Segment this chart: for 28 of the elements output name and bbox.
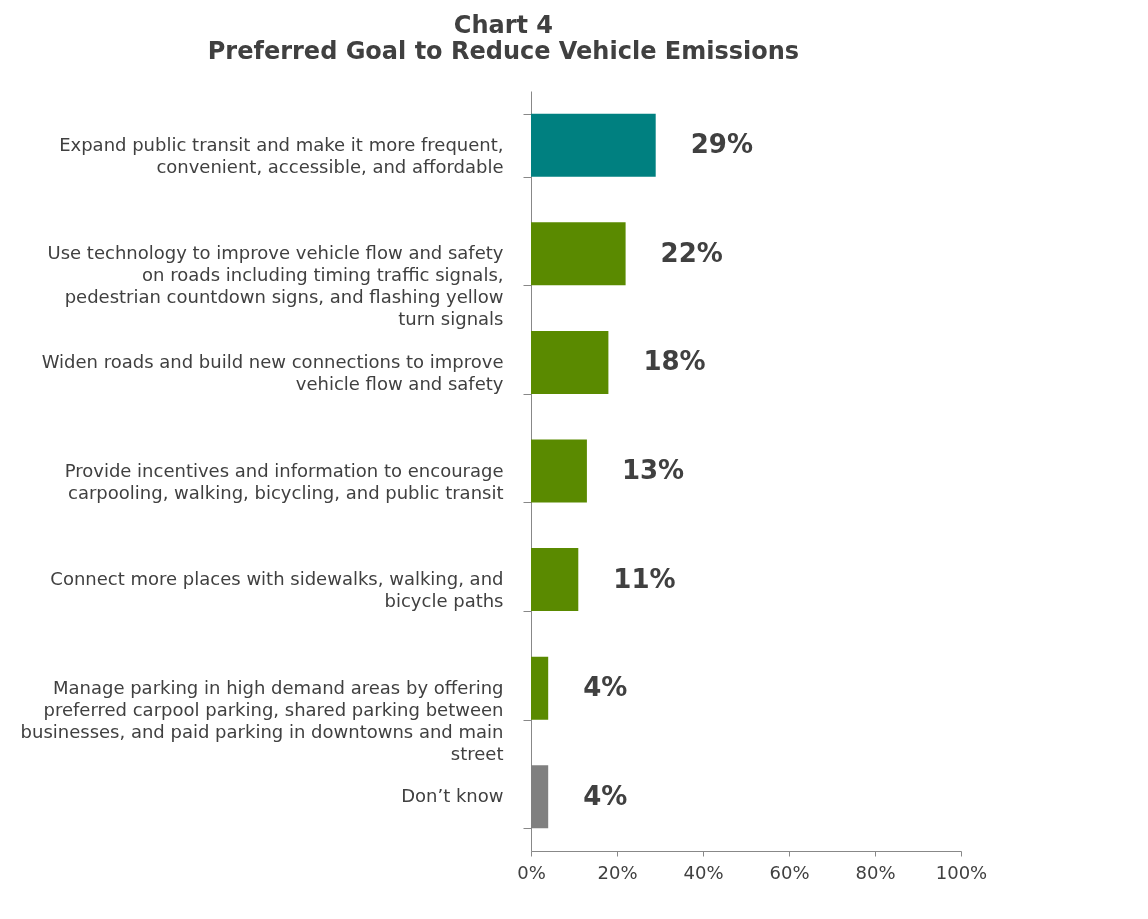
data-label: 18%: [643, 346, 706, 377]
y-tick-label: Use technology to improve vehicle flow and safety on roads including timing traffic signals, pedestrian countdown signs, and flashing yellow turn signals: [47, 242, 504, 330]
data-label: 22%: [660, 237, 723, 268]
x-tick-label: 60%: [769, 861, 810, 883]
x-tick-label: 20%: [597, 861, 638, 883]
y-tick-label: Expand public transit and make it more frequent, convenient, accessible, and affordable: [59, 133, 504, 177]
bar: [531, 113, 656, 177]
bar: [531, 222, 626, 286]
x-tick-label: 40%: [683, 861, 724, 883]
data-label: 11%: [613, 563, 676, 594]
y-tick-label: Connect more places with sidewalks, walking, and bicycle paths: [50, 568, 504, 612]
y-tick-label: Don’t know: [401, 785, 504, 807]
bar: [531, 330, 609, 394]
data-label: 4%: [583, 780, 628, 811]
data-label: 13%: [621, 455, 685, 485]
chart-title: Chart 4: [453, 11, 554, 39]
x-tick-label: 100%: [935, 861, 988, 883]
chart-subtitle: Preferred Goal to Reduce Vehicle Emissions: [207, 37, 800, 65]
y-tick-label: Widen roads and build new connections to improve vehicle flow and safety: [41, 350, 504, 394]
y-tick-label: Provide incentives and information to encourage carpooling, walking, bicycling, and public transit: [64, 459, 504, 503]
data-label: 29%: [690, 129, 753, 160]
bar: [531, 656, 549, 720]
x-tick-label: 80%: [855, 861, 896, 883]
x-tick-label: 0%: [517, 861, 546, 883]
data-label: 4%: [583, 672, 628, 703]
bar: [531, 439, 587, 503]
y-tick-label: Manage parking in high demand areas by offering preferred carpool parking, shared parking between businesses, and paid parking in downtowns and main street: [20, 676, 504, 764]
bar: [531, 548, 579, 612]
